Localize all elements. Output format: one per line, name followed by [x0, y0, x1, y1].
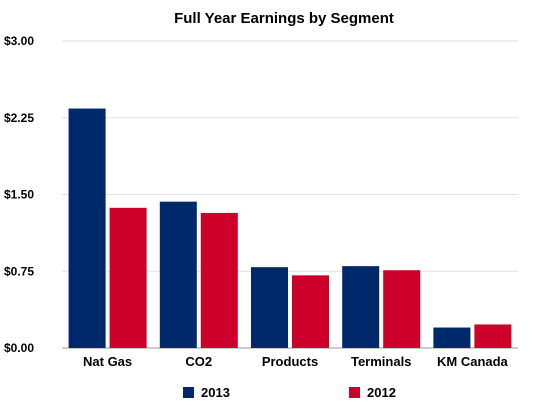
- x-axis-categories: Nat Gas CO2 Products Terminals KM Canada: [83, 354, 509, 369]
- legend-label: 2012: [367, 385, 396, 400]
- chart-title: Full Year Earnings by Segment: [174, 10, 394, 27]
- legend: 2013 2012: [183, 385, 396, 400]
- y-tick-label: $0.00: [4, 341, 34, 355]
- y-axis-ticks: $0.00 $0.75 $1.50 $2.25 $3.00: [4, 34, 34, 355]
- legend-swatch: [349, 387, 360, 398]
- bar-2013-terminals: [342, 266, 380, 348]
- x-tick-label: KM Canada: [437, 354, 509, 369]
- legend-swatch: [183, 387, 194, 398]
- bar-2013-products: [251, 267, 288, 348]
- bar-2012-products: [292, 275, 329, 348]
- x-tick-label: CO2: [185, 354, 212, 369]
- bar-2013-nat-gas: [68, 108, 106, 348]
- bar-layer: [68, 108, 512, 348]
- y-tick-label: $0.75: [4, 264, 34, 278]
- x-tick-label: Terminals: [351, 354, 411, 369]
- x-tick-label: Products: [262, 354, 318, 369]
- y-tick-label: $3.00: [4, 34, 34, 48]
- bar-2013-co2: [159, 201, 197, 348]
- y-tick-label: $2.25: [4, 111, 34, 125]
- x-tick-label: Nat Gas: [83, 354, 132, 369]
- bar-2012-km-canada: [474, 324, 512, 348]
- bar-2012-nat-gas: [109, 207, 147, 348]
- bar-2012-co2: [200, 212, 238, 348]
- y-tick-label: $1.50: [4, 188, 34, 202]
- bar-2013-km-canada: [433, 327, 471, 348]
- legend-label: 2013: [201, 385, 230, 400]
- bar-2012-terminals: [383, 270, 421, 348]
